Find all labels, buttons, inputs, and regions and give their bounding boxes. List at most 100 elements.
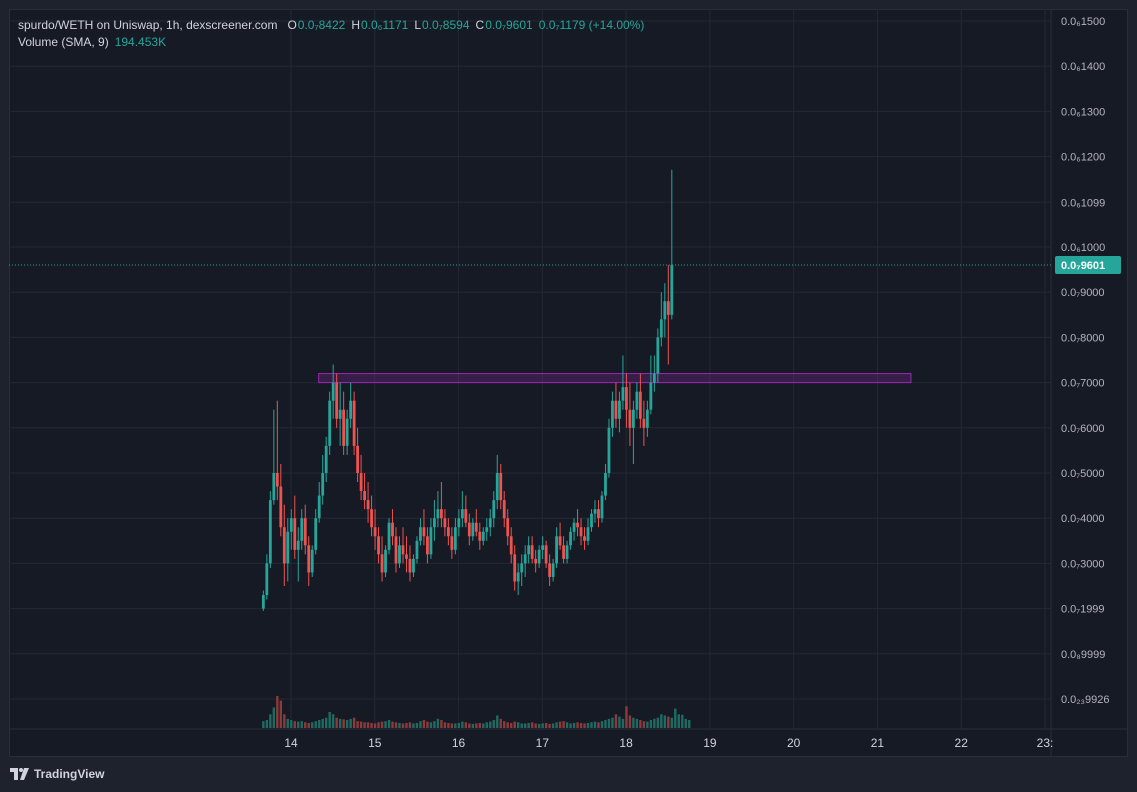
candle-body [457, 518, 461, 528]
candle-body [335, 382, 339, 419]
volume-bar [663, 715, 667, 728]
tradingview-branding[interactable]: TradingView [10, 765, 104, 783]
candle-body [366, 500, 370, 510]
candle-body [579, 527, 583, 537]
time-tick-label: 17 [536, 736, 550, 750]
close-value: 0.0₇9601 [485, 18, 533, 32]
candle [261, 590, 265, 611]
candle [272, 409, 276, 505]
candle-body [439, 509, 443, 519]
candle [265, 554, 269, 600]
candle-body [307, 545, 311, 573]
price-tick-label: 0.0₆1200 [1061, 152, 1105, 164]
candle-body [663, 301, 667, 320]
candle [555, 527, 558, 568]
candle-body [478, 531, 482, 541]
chart-canvas[interactable]: 0.0₆1500 0.0₆1400 0.0₆1300 0.0₆1200 0.0₆1099… [9, 9, 1128, 757]
candle-body [296, 540, 300, 550]
candle [324, 436, 328, 483]
candle-body [562, 545, 565, 559]
resistance-zone [318, 373, 912, 384]
time-tick-label: 22 [955, 736, 969, 750]
candle-body [600, 495, 604, 519]
volume-bar [300, 721, 303, 728]
price-tick-label: 0.0₇7000 [1061, 378, 1105, 390]
price-tick-label: 0.0₇6000 [1061, 423, 1105, 435]
candle [499, 463, 503, 510]
candle [562, 536, 565, 564]
volume-bar [457, 722, 461, 728]
volume-bar [276, 696, 279, 728]
candle [387, 518, 391, 555]
volume-bar [384, 721, 387, 728]
price-tick-label: 0.0₆1500 [1061, 16, 1105, 28]
volume-bar [307, 722, 310, 728]
candle-body [398, 545, 401, 564]
candle [527, 536, 531, 564]
volume-bar [436, 718, 440, 728]
volume-bar [600, 721, 604, 728]
candle [279, 463, 283, 537]
candle-body [289, 518, 293, 532]
candle [541, 536, 545, 559]
candle-body [387, 522, 391, 550]
candle [422, 509, 426, 546]
candle [513, 545, 517, 591]
volume-bar [520, 723, 523, 728]
candle-body [272, 473, 276, 501]
volume-bar [590, 722, 593, 728]
volume-bar [579, 722, 583, 728]
volume-bar [513, 721, 516, 728]
volume-bar [496, 715, 499, 728]
volume-bar [366, 722, 370, 728]
price-tick-label: 0.0₆1099 [1061, 197, 1105, 209]
candle [628, 382, 632, 446]
candle-body [565, 545, 569, 559]
volume-bar [593, 721, 597, 728]
candle-body [635, 391, 639, 410]
candle-body [618, 400, 621, 419]
candle [349, 382, 353, 428]
candle-body [324, 445, 328, 473]
candle-body [495, 473, 499, 501]
candle-body [391, 522, 394, 537]
volume-bar [558, 721, 562, 728]
volume-bar [265, 720, 269, 728]
volume-bar [688, 720, 691, 728]
candle [478, 522, 482, 550]
volume-bar [272, 707, 276, 728]
candle [310, 545, 314, 577]
candle [429, 518, 433, 559]
candle-body [659, 319, 663, 338]
candle-body [426, 536, 429, 555]
candle [439, 482, 443, 528]
candle-body [373, 527, 377, 537]
volume-bar [286, 718, 289, 728]
candle [338, 382, 342, 446]
candle-body [268, 500, 272, 564]
volume-bar [555, 722, 558, 728]
volume-bar [576, 722, 579, 728]
price-tick-label: 0.0₂₃9926 [1061, 694, 1110, 706]
close-label: C [475, 18, 485, 32]
candle-body [534, 558, 538, 564]
candle [342, 391, 346, 455]
volume-bar [565, 722, 569, 728]
candle-body [537, 549, 541, 564]
candle [363, 473, 366, 510]
volume-bar [262, 721, 265, 728]
candle-body [436, 509, 440, 519]
candle [611, 391, 614, 437]
volume-bar [405, 722, 408, 728]
candle-body [621, 387, 625, 401]
candle [607, 418, 611, 478]
volume-bar [527, 722, 530, 728]
candle [520, 554, 524, 586]
candle [523, 545, 527, 577]
volume-bar [667, 716, 670, 728]
volume-bar [639, 720, 642, 728]
candle-body [317, 495, 321, 519]
volume-bar [304, 722, 307, 728]
candle [509, 527, 513, 564]
candle [450, 527, 454, 559]
